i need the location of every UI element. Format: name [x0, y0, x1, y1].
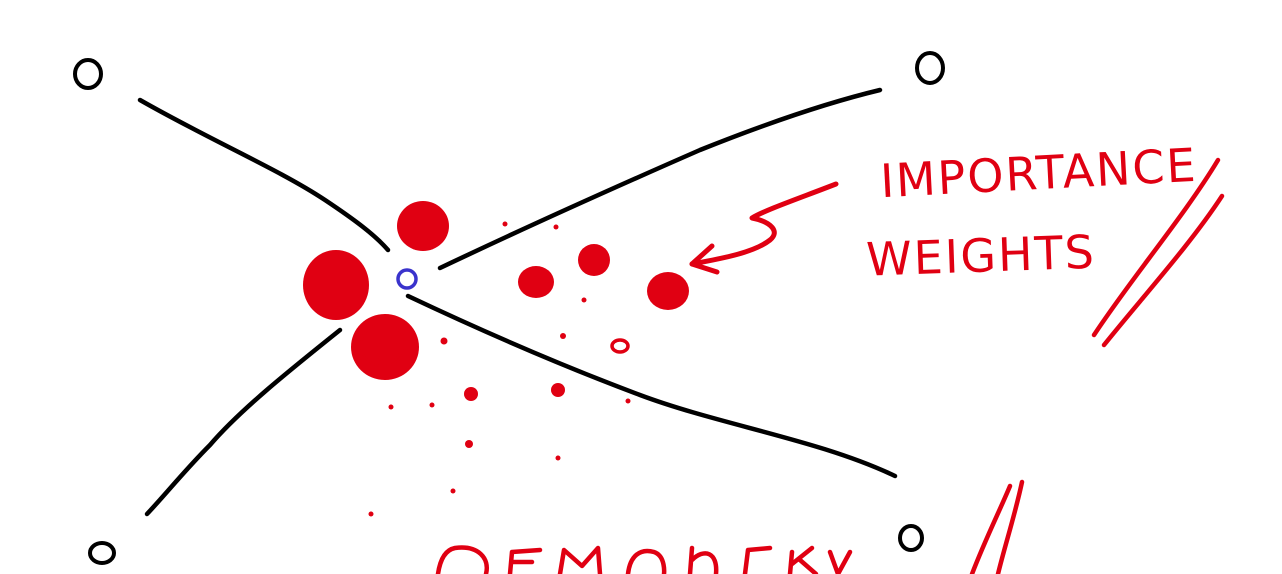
weight-dot — [625, 398, 631, 404]
weight-dot — [555, 455, 561, 461]
weight-blob — [518, 266, 554, 298]
weight-blobs-medium — [518, 244, 689, 354]
annotation-label: IMPORTANCE WEIGHTS — [865, 138, 1198, 287]
center-point — [396, 268, 418, 290]
weight-blob-left — [303, 250, 369, 320]
annotation-label-line2: WEIGHTS — [865, 225, 1096, 287]
weight-dot — [465, 440, 473, 448]
curve-bottom-right — [405, 293, 898, 479]
corner-points — [73, 51, 945, 565]
emphasis-slashes-lower — [969, 479, 1025, 574]
curve-bottom-left — [144, 327, 343, 517]
corner-point-top-right — [915, 51, 945, 85]
weight-dot — [464, 387, 478, 401]
weight-dot — [560, 333, 566, 339]
sampling-curves — [137, 87, 898, 517]
weight-dot — [553, 224, 559, 230]
weight-dot — [581, 297, 587, 303]
curve-top-right — [437, 87, 883, 271]
corner-point-bottom-right — [898, 524, 924, 552]
curve-top-left — [137, 97, 391, 253]
weight-blobs-large — [303, 201, 449, 380]
cutoff-handwriting — [435, 545, 853, 574]
weight-dot — [551, 383, 565, 397]
weight-blob — [647, 272, 689, 310]
weight-dot — [502, 221, 508, 227]
weight-blob — [610, 338, 630, 354]
weight-dot — [429, 402, 435, 408]
annotation-arrow — [689, 181, 839, 267]
weight-blob — [578, 244, 610, 276]
annotation-arrowhead — [689, 243, 720, 275]
weight-dot — [450, 488, 456, 494]
weight-blob-bottom — [351, 314, 419, 380]
weight-dot — [440, 337, 448, 345]
weight-dot — [388, 404, 394, 410]
annotation-label-line1: IMPORTANCE — [879, 138, 1199, 209]
weight-blob-top — [397, 201, 449, 251]
weight-dots-small — [368, 221, 631, 517]
emphasis-slashes-upper — [1091, 157, 1225, 348]
weight-dot — [368, 511, 374, 517]
corner-point-bottom-left — [88, 541, 116, 565]
corner-point-top-left — [73, 58, 103, 90]
